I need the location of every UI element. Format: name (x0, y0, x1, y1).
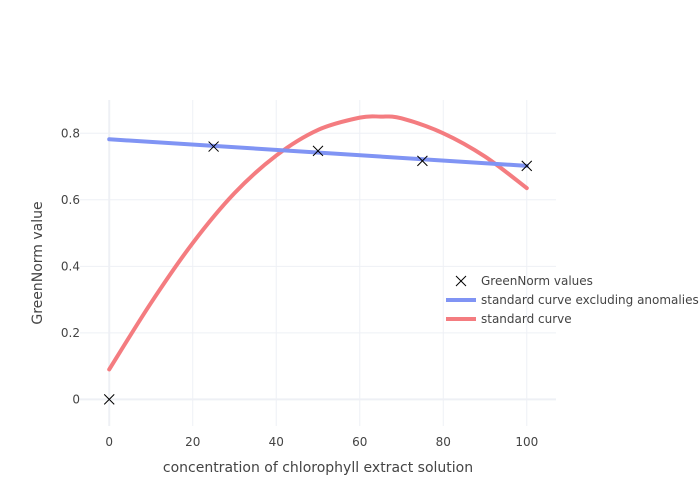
data-point-marker (417, 155, 428, 167)
x-tick-label: 80 (436, 435, 451, 449)
x-tick-labels: 0 20 40 60 80 100 (105, 435, 538, 449)
x-tick-label: 20 (185, 435, 200, 449)
data-point-marker (103, 394, 115, 405)
legend-label: GreenNorm values (481, 274, 593, 288)
marker-stroke (103, 394, 115, 405)
marker-stroke (208, 141, 219, 152)
standard-curve-line (107, 114, 529, 372)
legend-swatch (455, 275, 467, 287)
legend-label: standard curve excluding anomalies (481, 293, 699, 307)
standard-curve-excluding-anomalies-line (107, 137, 529, 168)
y-tick-labels: 0 0.2 0.4 0.6 0.8 (61, 126, 80, 406)
grid-lines (80, 100, 556, 426)
legend-item: standard curve excluding anomalies (446, 293, 699, 307)
y-tick-label: 0.8 (61, 126, 80, 140)
marker-stroke (312, 145, 324, 157)
y-axis-title: GreenNorm value (30, 201, 46, 324)
data-point-marker (521, 160, 533, 172)
x-axis-title: concentration of chlorophyll extract sol… (163, 460, 473, 476)
y-tick-label: 0.2 (61, 326, 80, 340)
legend-item: standard curve (446, 312, 572, 326)
plot-series (103, 114, 533, 405)
legend-label: standard curve (481, 312, 572, 326)
marker-stroke (521, 160, 533, 172)
data-point-marker (208, 141, 219, 152)
data-point-marker (312, 145, 324, 157)
legend-item: GreenNorm values (455, 274, 593, 288)
y-tick-label: 0.6 (61, 193, 80, 207)
x-tick-label: 0 (105, 435, 113, 449)
x-tick-label: 60 (352, 435, 367, 449)
legend: GreenNorm values standard curve excluding… (446, 274, 699, 326)
x-tick-label: 100 (515, 435, 538, 449)
marker-stroke (417, 155, 428, 167)
y-tick-label: 0 (72, 392, 80, 406)
x-tick-label: 40 (269, 435, 284, 449)
y-tick-label: 0.4 (61, 259, 80, 273)
